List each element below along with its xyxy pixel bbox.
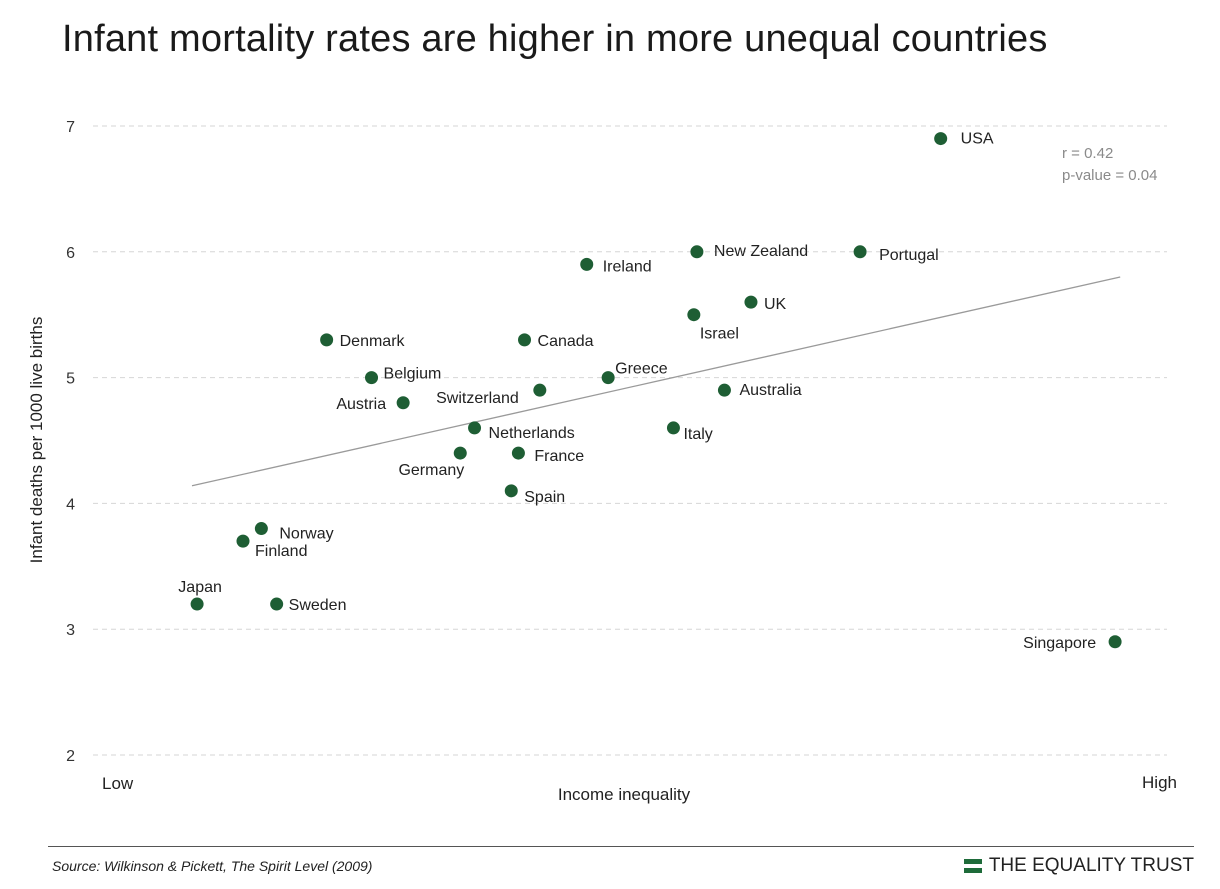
point-australia <box>717 383 731 397</box>
brand-logo-block: THE EQUALITY TRUST <box>963 855 1194 877</box>
point-labels: USA Portugal New Zealand Ireland UK Israel Den… <box>178 131 1096 652</box>
stat-p-value: p-value = 0.04 <box>1062 167 1158 184</box>
point-label: Italy <box>683 426 712 443</box>
point-italy <box>666 421 680 435</box>
point-france <box>511 446 525 460</box>
y-tick-label: 6 <box>66 245 75 262</box>
x-axis-title: Income inequality <box>558 785 691 804</box>
point-label: Netherlands <box>489 425 575 442</box>
point-label: Austria <box>336 396 386 413</box>
point-label: Australia <box>739 382 801 399</box>
point-label: Germany <box>398 462 464 479</box>
y-tick-label: 5 <box>66 371 75 388</box>
footer-divider <box>48 846 1194 847</box>
point-new-zealand <box>690 245 704 259</box>
point-greece <box>601 371 615 385</box>
point-label: Greece <box>615 361 668 378</box>
point-label: New Zealand <box>714 243 808 260</box>
source-citation: Source: Wilkinson & Pickett, The Spirit … <box>52 858 373 874</box>
point-austria <box>396 396 410 410</box>
point-label: Denmark <box>340 333 406 350</box>
point-label: UK <box>764 296 787 313</box>
point-label: Spain <box>524 489 565 506</box>
point-label: Belgium <box>384 366 442 383</box>
brand-name: THE EQUALITY TRUST <box>988 855 1194 876</box>
point-label: Norway <box>279 526 333 543</box>
gridlines <box>93 125 1167 756</box>
point-spain <box>504 484 518 498</box>
trendline <box>191 276 1121 487</box>
point-usa <box>934 132 948 146</box>
point-label: Switzerland <box>436 390 519 407</box>
x-axis-low-label: Low <box>102 774 134 793</box>
point-belgium <box>365 371 379 385</box>
y-tick-label: 7 <box>66 119 75 136</box>
point-israel <box>687 308 701 322</box>
point-uk <box>744 295 758 309</box>
point-denmark <box>320 333 334 347</box>
point-label: Ireland <box>603 258 652 275</box>
trendline-group <box>191 276 1121 487</box>
y-tick-labels: 2 3 4 5 6 7 <box>66 119 75 765</box>
x-axis-high-label: High <box>1142 773 1177 792</box>
point-singapore <box>1108 635 1122 649</box>
point-finland <box>236 534 250 548</box>
point-label: USA <box>961 131 994 148</box>
point-canada <box>518 333 532 347</box>
point-label: Finland <box>255 543 307 560</box>
point-sweden <box>270 597 284 611</box>
data-points <box>190 132 1122 649</box>
point-switzerland <box>533 383 547 397</box>
point-germany <box>453 446 467 460</box>
point-label: Israel <box>700 326 739 343</box>
y-axis-title: Infant deaths per 1000 live births <box>27 317 46 564</box>
point-label: Portugal <box>879 247 939 264</box>
point-label: Japan <box>178 579 222 596</box>
point-netherlands <box>468 421 482 435</box>
point-japan <box>190 597 204 611</box>
equality-trust-logo-icon <box>963 859 982 873</box>
point-ireland <box>580 257 594 271</box>
y-tick-label: 4 <box>66 496 75 513</box>
point-label: France <box>534 448 584 465</box>
point-portugal <box>853 245 867 259</box>
point-label: Sweden <box>289 597 347 614</box>
y-tick-label: 2 <box>66 748 75 765</box>
point-label: Singapore <box>1023 635 1096 652</box>
y-tick-label: 3 <box>66 622 75 639</box>
point-label: Canada <box>538 333 594 350</box>
point-norway <box>254 522 268 536</box>
stat-r: r = 0.42 <box>1062 145 1113 162</box>
chart-title: Infant mortality rates are higher in mor… <box>62 18 1048 60</box>
